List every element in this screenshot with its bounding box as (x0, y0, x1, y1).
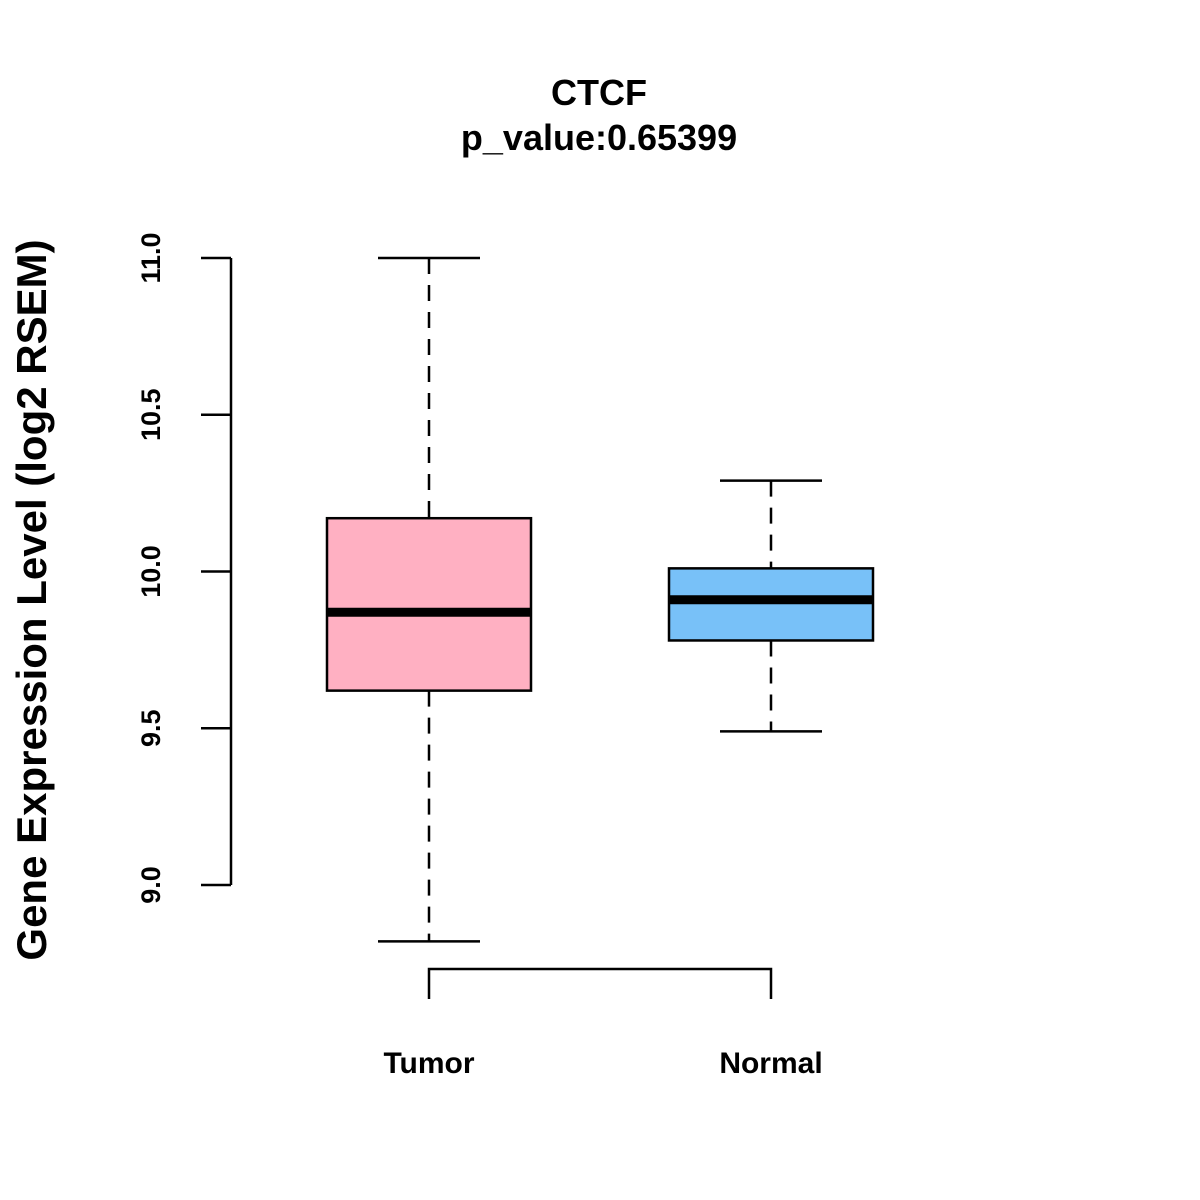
y-tick-label: 11.0 (136, 232, 166, 283)
chart-subtitle: p_value:0.65399 (461, 117, 737, 158)
x-axis-labels: Tumor Normal (383, 1047, 822, 1080)
y-tick-label: 9.0 (136, 866, 166, 904)
box-normal (667, 479, 875, 733)
y-axis-label: Gene Expression Level (log2 RSEM) (8, 239, 55, 960)
y-tick-label: 9.5 (136, 709, 166, 747)
x-label-normal: Normal (719, 1047, 822, 1080)
iqr-box (325, 516, 533, 692)
y-axis: 9.0 9.5 10.0 10.5 11.0 (136, 232, 233, 904)
comparison-bracket (427, 967, 773, 999)
y-tick-label: 10.5 (136, 388, 166, 441)
box-group (325, 256, 875, 943)
chart-title: CTCF (551, 72, 647, 113)
iqr-box (667, 567, 875, 642)
y-tick-label: 10.0 (136, 545, 166, 598)
bracket-line (427, 967, 773, 999)
x-label-tumor: Tumor (383, 1047, 474, 1080)
box-tumor (325, 256, 533, 943)
